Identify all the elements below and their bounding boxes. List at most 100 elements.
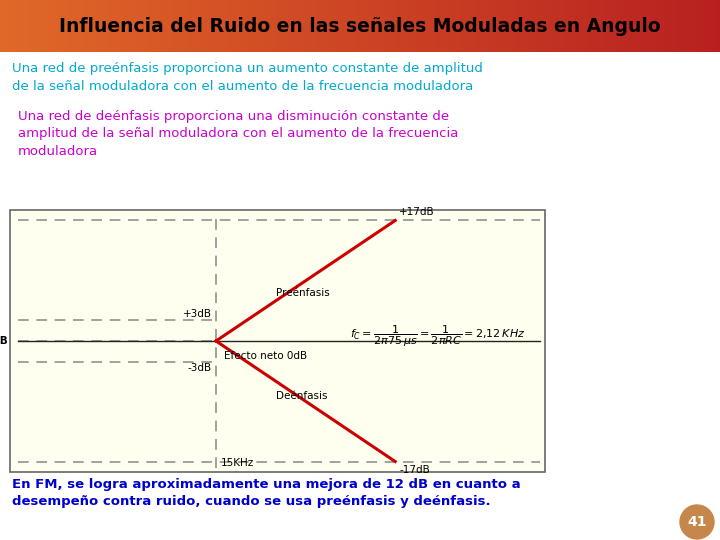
Bar	[569, 0, 573, 52]
Text: Influencia del Ruido en las señales Moduladas en Angulo: Influencia del Ruido en las señales Modu…	[59, 17, 661, 36]
Bar	[18, 0, 22, 52]
Bar	[425, 0, 429, 52]
Bar	[306, 0, 310, 52]
Bar	[536, 0, 541, 52]
Bar	[356, 0, 361, 52]
Bar	[148, 0, 152, 52]
Bar	[29, 0, 33, 52]
Bar	[428, 0, 433, 52]
Bar	[227, 0, 231, 52]
Bar	[40, 0, 44, 52]
Bar	[486, 0, 490, 52]
Bar	[137, 0, 141, 52]
Bar	[299, 0, 303, 52]
Bar	[22, 0, 26, 52]
Bar	[637, 0, 642, 52]
Text: Efecto neto 0dB: Efecto neto 0dB	[224, 351, 307, 361]
Bar	[446, 0, 451, 52]
Bar	[439, 0, 444, 52]
Bar	[180, 0, 184, 52]
Bar	[101, 0, 105, 52]
Bar	[288, 0, 292, 52]
Bar	[234, 0, 238, 52]
Bar	[256, 0, 260, 52]
Bar	[184, 0, 188, 52]
Bar	[500, 0, 505, 52]
Bar	[547, 0, 552, 52]
Bar	[443, 0, 447, 52]
Bar	[619, 0, 624, 52]
Bar	[10, 210, 545, 472]
Bar	[245, 0, 249, 52]
Bar	[385, 0, 390, 52]
Bar	[641, 0, 645, 52]
Bar	[407, 0, 411, 52]
Bar	[601, 0, 606, 52]
Bar	[518, 0, 523, 52]
Bar	[457, 0, 462, 52]
Bar	[346, 0, 350, 52]
Bar	[598, 0, 602, 52]
Bar	[176, 0, 181, 52]
Bar	[209, 0, 213, 52]
Bar	[709, 0, 714, 52]
Bar	[0, 0, 4, 52]
Bar	[382, 0, 386, 52]
Bar	[644, 0, 649, 52]
Bar	[216, 0, 220, 52]
Bar	[43, 0, 48, 52]
Bar	[688, 0, 692, 52]
Bar	[479, 0, 483, 52]
Bar	[281, 0, 285, 52]
Bar	[328, 0, 332, 52]
Bar	[173, 0, 177, 52]
Bar	[522, 0, 526, 52]
Bar	[72, 0, 76, 52]
Bar	[608, 0, 613, 52]
Bar	[76, 0, 80, 52]
Bar	[112, 0, 116, 52]
Bar	[551, 0, 555, 52]
Bar	[576, 0, 580, 52]
Bar	[4, 0, 8, 52]
Bar	[158, 0, 163, 52]
Bar	[155, 0, 159, 52]
Bar	[436, 0, 440, 52]
Bar	[630, 0, 634, 52]
Bar	[274, 0, 278, 52]
Bar	[583, 0, 588, 52]
Bar	[83, 0, 87, 52]
Bar	[119, 0, 123, 52]
Bar	[94, 0, 98, 52]
Bar	[335, 0, 339, 52]
Bar	[648, 0, 652, 52]
Bar	[652, 0, 656, 52]
Bar	[97, 0, 102, 52]
Bar	[673, 0, 678, 52]
Bar	[371, 0, 375, 52]
Bar	[706, 0, 710, 52]
Bar	[11, 0, 15, 52]
Bar	[79, 0, 84, 52]
Bar	[400, 0, 404, 52]
Bar	[241, 0, 246, 52]
Bar	[490, 0, 494, 52]
Bar	[677, 0, 681, 52]
Bar	[364, 0, 368, 52]
Bar	[684, 0, 688, 52]
Bar	[36, 0, 40, 52]
Bar	[605, 0, 609, 52]
Bar	[659, 0, 663, 52]
Bar	[421, 0, 426, 52]
Bar	[104, 0, 109, 52]
Bar	[187, 0, 192, 52]
Bar	[662, 0, 667, 52]
Text: Una red de deénfasis proporciona una disminución constante de
amplitud de la señ: Una red de deénfasis proporciona una dis…	[18, 110, 459, 158]
Text: $f_C = \dfrac{1}{2\pi 75\,\mu s} = \dfrac{1}{2\pi RC} = 2{,}12\,KHz$: $f_C = \dfrac{1}{2\pi 75\,\mu s} = \dfra…	[350, 323, 526, 349]
Bar	[504, 0, 508, 52]
Bar	[284, 0, 289, 52]
Bar	[580, 0, 584, 52]
Bar	[230, 0, 235, 52]
Bar	[313, 0, 318, 52]
Bar	[324, 0, 328, 52]
